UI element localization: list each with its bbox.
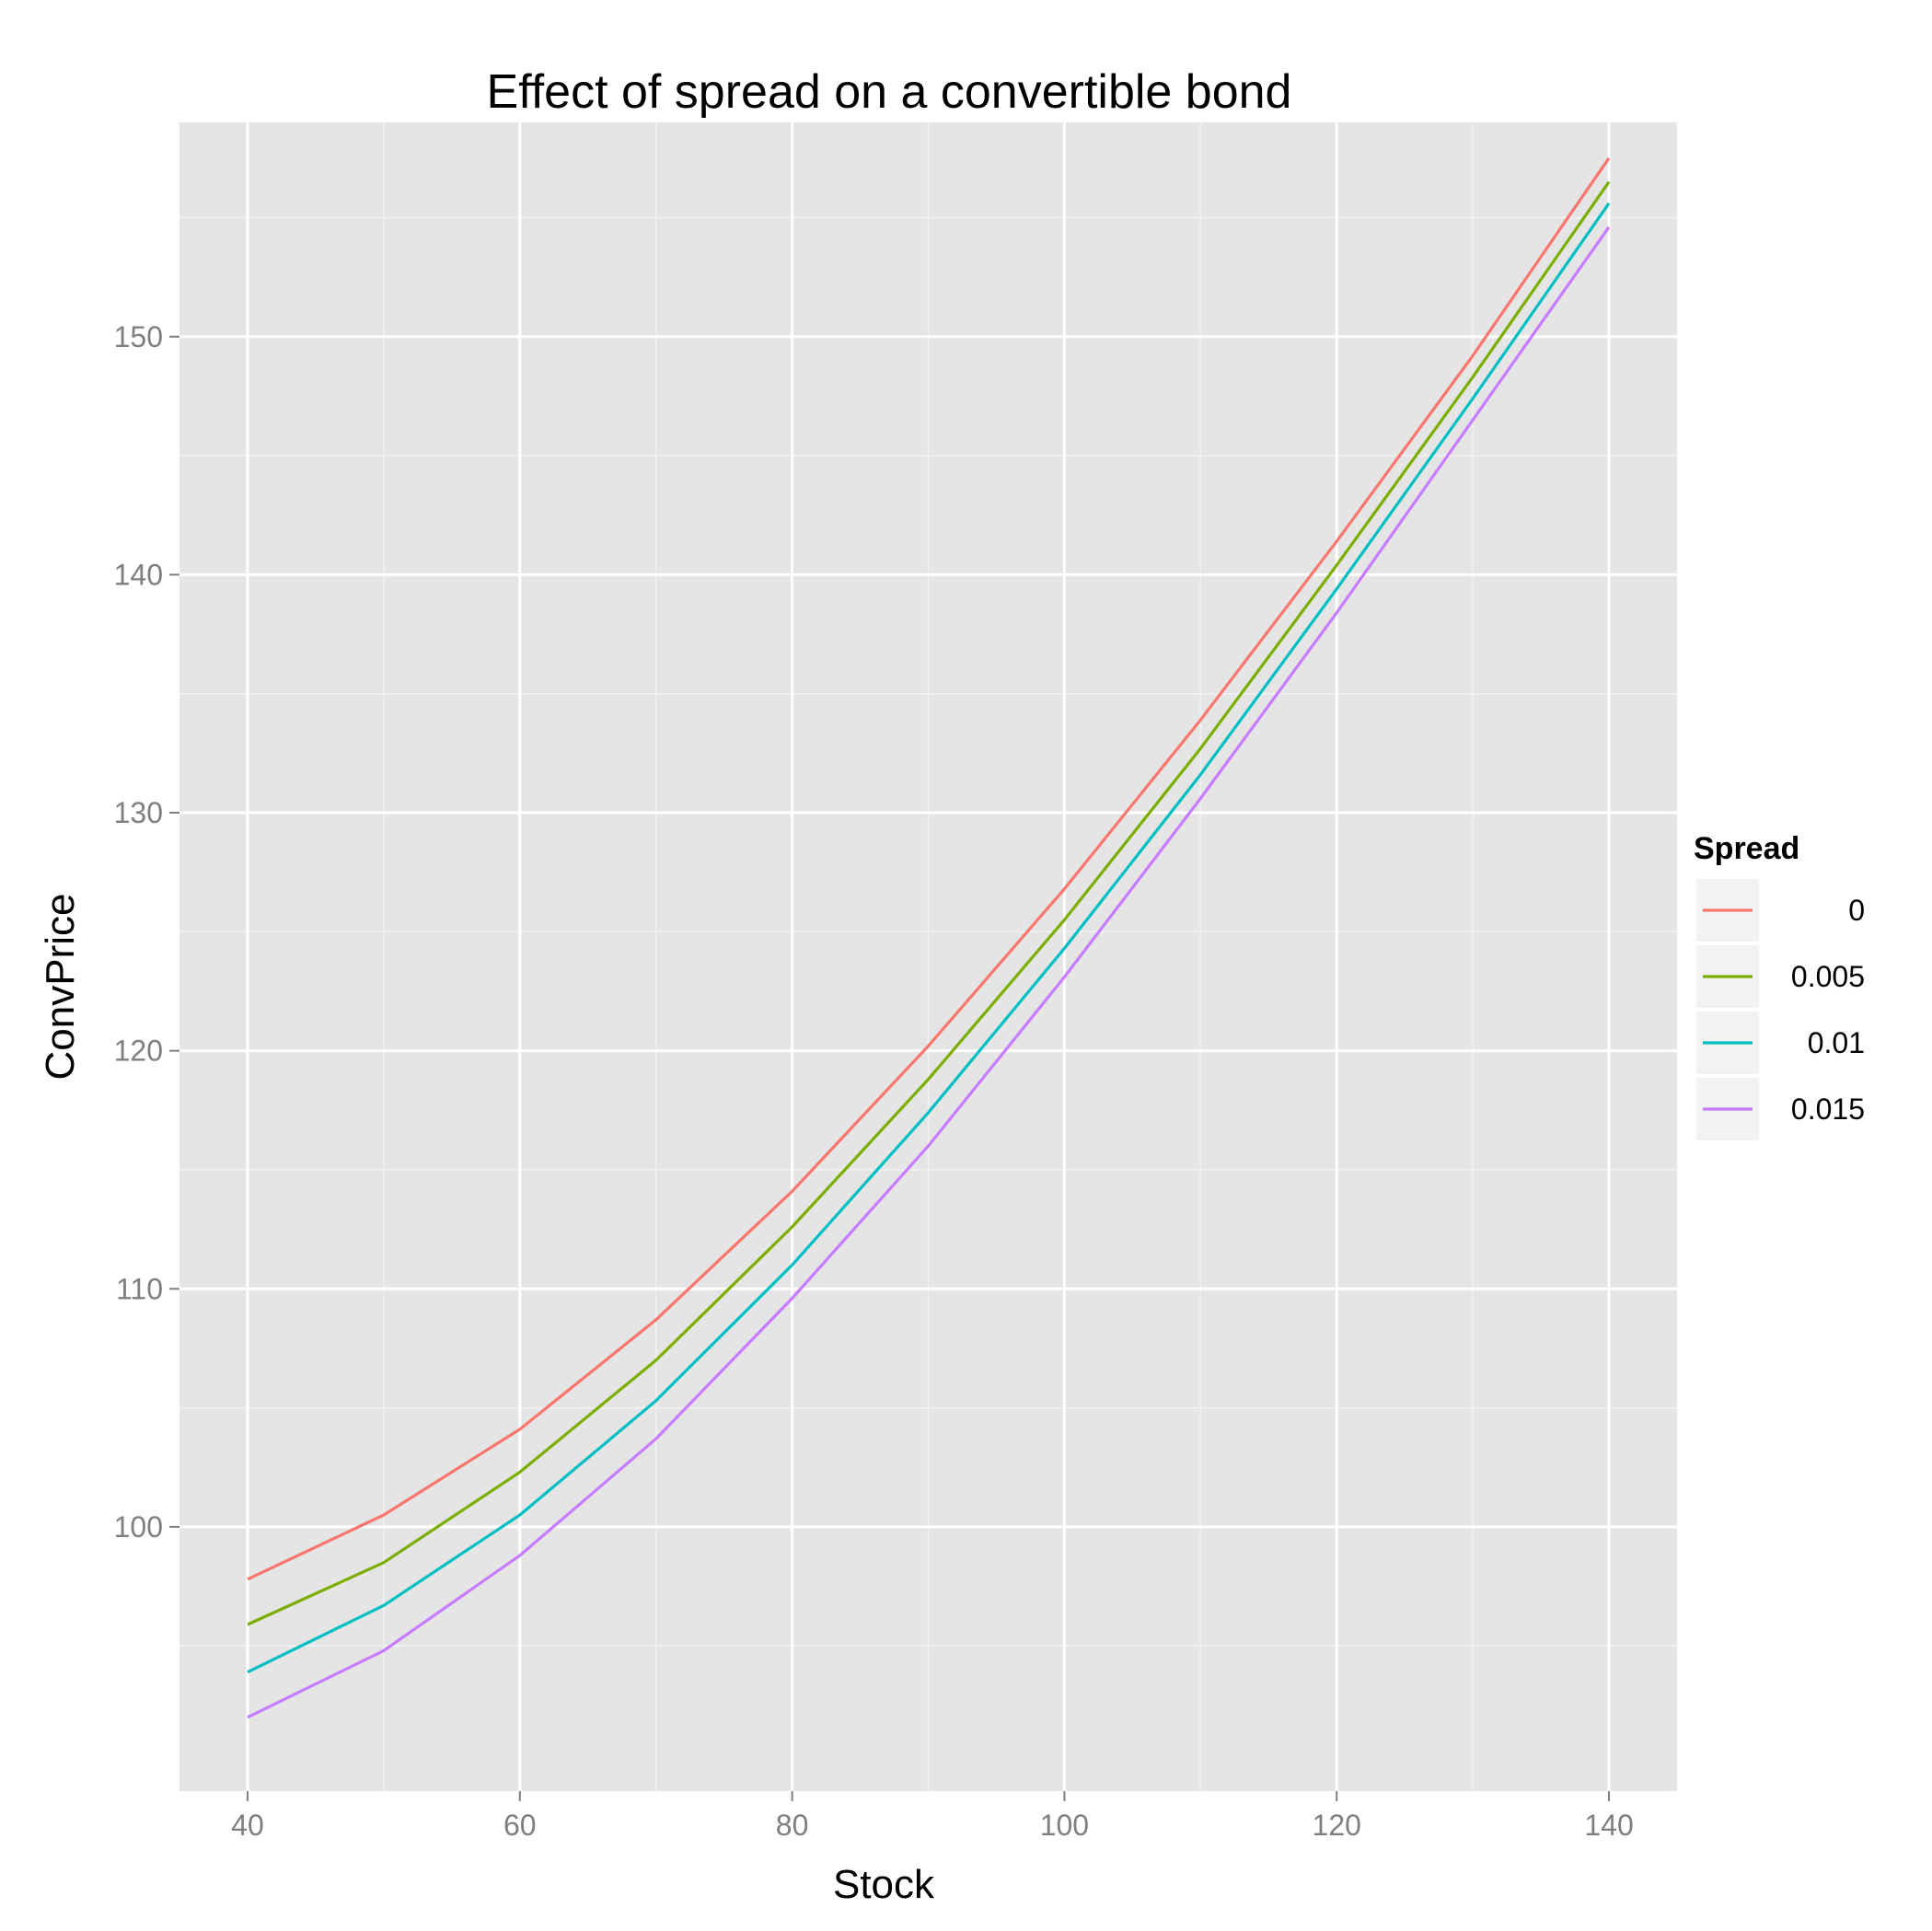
x-tick-label: 100	[1040, 1809, 1089, 1842]
y-tick-label: 120	[114, 1035, 163, 1068]
grid-major	[179, 122, 1677, 1791]
y-tick-label: 100	[114, 1510, 163, 1544]
y-tick-label: 140	[114, 558, 163, 591]
legend-label: 0.005	[1791, 960, 1865, 993]
series-line-1	[247, 180, 1611, 1626]
legend: Spread 0 0.005 0.01 0.015	[1694, 831, 1865, 1140]
legend-title: Spread	[1694, 831, 1799, 866]
grid-minor	[179, 122, 1677, 1791]
legend-label: 0.01	[1808, 1026, 1865, 1059]
series-line-3	[247, 225, 1611, 1719]
legend-items: 0 0.005 0.01 0.015	[1696, 879, 1865, 1140]
x-tick-label: 80	[776, 1809, 809, 1842]
y-axis: 100 110 120 130 140 150	[114, 320, 179, 1544]
x-tick-label: 60	[503, 1809, 537, 1842]
series-line-2	[247, 202, 1611, 1674]
legend-label: 0	[1848, 894, 1865, 927]
series-line-0	[247, 156, 1611, 1581]
x-axis: 40 60 80 100 120 140	[231, 1791, 1634, 1842]
x-tick-label: 40	[231, 1809, 264, 1842]
y-tick-label: 130	[114, 796, 163, 829]
y-tick-label: 110	[116, 1272, 163, 1305]
x-axis-label: Stock	[833, 1862, 935, 1907]
series-lines	[247, 156, 1611, 1719]
legend-label: 0.015	[1791, 1093, 1865, 1126]
x-tick-label: 120	[1313, 1809, 1361, 1842]
y-tick-label: 150	[114, 320, 163, 353]
chart-title: Effect of spread on a convertible bond	[487, 65, 1292, 119]
y-axis-label: ConvPrice	[38, 894, 83, 1081]
x-tick-label: 140	[1584, 1809, 1633, 1842]
